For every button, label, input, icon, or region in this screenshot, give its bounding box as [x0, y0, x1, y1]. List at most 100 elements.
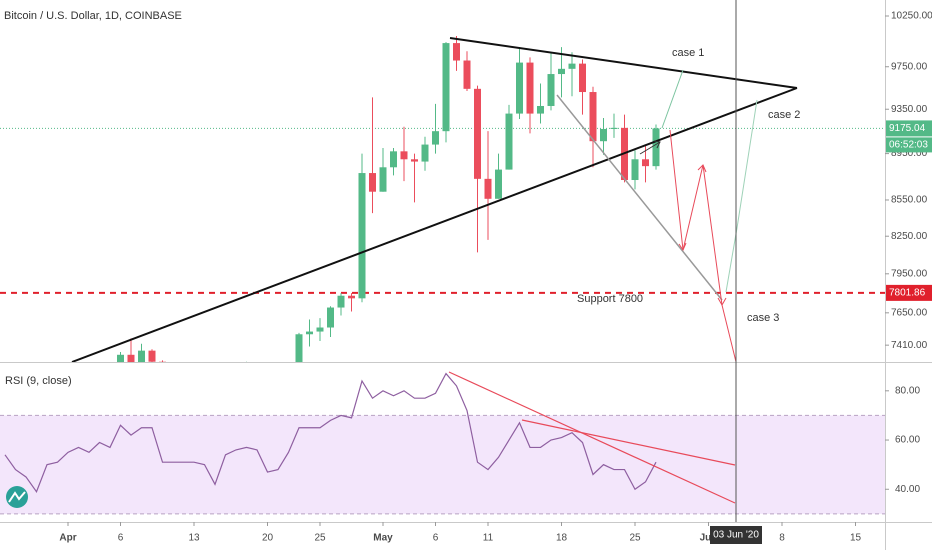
countdown-label: 06:52:03: [889, 140, 928, 151]
annotation: case 1: [672, 47, 704, 59]
candle-body: [495, 169, 502, 199]
last-price-box: [886, 120, 932, 137]
arrow-head: [653, 140, 661, 149]
candle-body: [400, 151, 408, 160]
candle-body: [642, 159, 649, 167]
candle-body: [306, 331, 313, 335]
rsi-tick-label: 40.00: [895, 484, 920, 495]
y-tick-label: 10250.00: [891, 11, 932, 22]
trendline: [449, 37, 798, 89]
candle-body: [547, 74, 555, 106]
candle-body: [505, 113, 513, 170]
arrow: [639, 141, 661, 155]
x-tick-label: 6: [433, 533, 439, 544]
candle-body: [148, 350, 156, 362]
x-tick-label: 13: [188, 533, 200, 544]
rsi-trendline: [521, 419, 736, 466]
crosshair-box: [710, 526, 762, 544]
y-tick-label: 8550.00: [891, 195, 928, 206]
x-tick-label: 6: [118, 533, 124, 544]
candle-body: [379, 167, 387, 192]
y-tick-label: 8250.00: [891, 231, 928, 242]
y-tick-label: 9750.00: [891, 61, 928, 72]
annotation: Support 7800: [577, 293, 643, 305]
candle-body: [138, 350, 145, 362]
candle-body: [327, 307, 334, 328]
support-box: [886, 284, 932, 301]
axis-labels: 9175.04 06:52:03 7801.86 03 Jun '20: [710, 120, 932, 544]
candle-body: [463, 60, 471, 89]
candle-body: [411, 159, 418, 162]
candle-body: [159, 361, 166, 362]
candle-body: [442, 43, 450, 132]
last-price-label: 9175.04: [889, 123, 926, 134]
case1-path: [661, 69, 684, 129]
y-tick-label: 7410.00: [891, 340, 928, 351]
candle-body: [390, 151, 397, 168]
candle-body: [652, 128, 660, 167]
rsi-tick-label: 60.00: [895, 435, 920, 446]
candle-body: [316, 327, 324, 332]
x-tick-label: 20: [262, 533, 274, 544]
candle-body: [631, 159, 639, 181]
candle-body: [421, 144, 429, 162]
x-tick-label: Apr: [59, 533, 76, 544]
logo-mark: [8, 491, 26, 503]
x-tick-label: 11: [483, 533, 494, 544]
trendline: [71, 87, 798, 362]
x-tick-label: 25: [314, 533, 326, 544]
y-tick-label: 7950.00: [891, 268, 928, 279]
candle-body: [589, 92, 597, 142]
candle-body: [369, 173, 376, 192]
drawings: [71, 37, 798, 362]
axes: 10250.009750.009350.008950.008550.008250…: [59, 11, 932, 544]
rsi-band: [0, 415, 885, 514]
candle-body: [610, 127, 618, 129]
chart-title: Bitcoin / U.S. Dollar, 1D, COINBASE: [4, 10, 182, 22]
x-tick-label: 15: [850, 533, 862, 544]
logo: [6, 486, 28, 508]
rsi-title: RSI (9, close): [5, 375, 72, 387]
candle-body: [453, 43, 460, 61]
projection-line: [556, 94, 723, 301]
annotation: case 3: [747, 312, 779, 324]
x-tick-label: 25: [629, 533, 641, 544]
arrow-head: [717, 297, 727, 307]
y-tick-label: 8950.00: [891, 148, 928, 159]
candle-body: [127, 354, 135, 362]
candle-body: [337, 295, 345, 308]
candle-body: [526, 62, 534, 114]
x-tick-label: Jun: [700, 533, 718, 544]
candle-body: [568, 63, 576, 69]
crosshair-label: 03 Jun '20: [713, 530, 759, 541]
candle-body: [474, 88, 481, 179]
y-tick-label: 7650.00: [891, 307, 928, 318]
rsi-drawings: [448, 371, 736, 504]
candle-body: [358, 173, 366, 299]
arrow-head: [697, 164, 707, 173]
rsi-pane: [0, 414, 885, 515]
x-tick-label: 18: [556, 533, 568, 544]
y-tick-label: 9350.00: [891, 104, 928, 115]
rsi-tick-label: 80.00: [895, 385, 920, 396]
candle-body: [348, 295, 355, 299]
countdown-box: [886, 137, 932, 153]
price-pane: [0, 35, 885, 362]
candle-body: [295, 334, 303, 362]
candle-body: [600, 128, 607, 142]
support-label: 7801.86: [889, 288, 926, 299]
candle-body: [117, 354, 124, 362]
candle-body: [432, 131, 439, 145]
candle-body: [579, 63, 586, 93]
rsi-trendline: [448, 371, 736, 504]
candle-body: [558, 68, 565, 75]
rsi-lines: [4, 372, 657, 493]
annotation: case 2: [768, 109, 800, 121]
x-tick-label: May: [373, 533, 393, 544]
rsi-line: [4, 372, 657, 493]
x-tick-label: 8: [779, 533, 785, 544]
case2-path: [725, 99, 758, 293]
candle-body: [484, 178, 492, 199]
arrow-head: [678, 242, 687, 252]
